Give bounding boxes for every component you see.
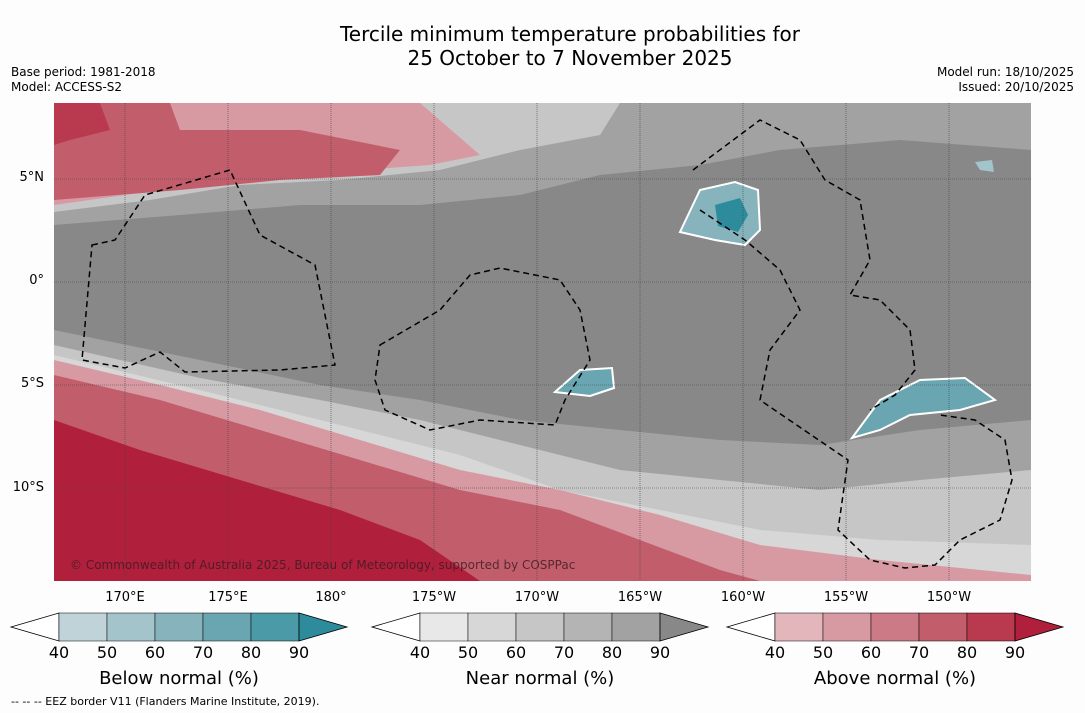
colorbar-above-min-extend xyxy=(725,612,776,642)
gridlines xyxy=(54,103,1031,581)
colorbar-below-swatch xyxy=(154,612,204,642)
lon-label-170w: 170°W xyxy=(514,590,560,605)
lat-label-0: 0° xyxy=(29,273,44,288)
colorbar-below-swatch xyxy=(106,612,156,642)
model-name: Model: ACCESS-S2 xyxy=(11,80,123,94)
eez-footnote: -- -- -- EEZ border V11 (Flanders Marine… xyxy=(11,695,320,708)
colorbar-above-swatch xyxy=(870,612,920,642)
lon-label-175w: 175°W xyxy=(411,590,457,605)
colorbar-near-title: Near normal (%) xyxy=(465,668,615,689)
lon-label-155w: 155°W xyxy=(823,590,869,605)
model-run: Model run: 18/10/2025 xyxy=(936,65,1074,79)
near-tick: 40 xyxy=(409,643,431,662)
base-period: Base period: 1981-2018 xyxy=(11,65,156,79)
issued-date: Issued: 20/10/2025 xyxy=(958,80,1074,94)
colorbar-above-swatch xyxy=(918,612,968,642)
meta-right: Model run: 18/10/2025 Issued: 20/10/2025 xyxy=(937,65,1074,95)
below-tick: 50 xyxy=(96,643,118,662)
lat-label-10s: 10°S xyxy=(12,480,44,495)
near-tick: 50 xyxy=(457,643,479,662)
colorbar-below-title: Below normal (%) xyxy=(99,668,259,689)
colorbar-below-swatch xyxy=(202,612,252,642)
colorbar-near-swatch xyxy=(467,612,517,642)
below-normal-patch-north-core xyxy=(715,198,748,232)
lat-label-5s: 5°S xyxy=(20,376,44,391)
below-tick: 60 xyxy=(144,643,166,662)
colorbar-above-title: Above normal (%) xyxy=(813,668,977,689)
colorbar-below-swatch xyxy=(58,612,108,642)
map-title: Tercile minimum temperature probabilitie… xyxy=(0,22,1085,70)
below-normal-patch-east xyxy=(849,376,998,440)
colorbar-below-min-extend xyxy=(9,612,60,642)
lon-label-180: 180° xyxy=(315,590,347,605)
above-normal-south-dark xyxy=(54,420,480,581)
lon-label-170e: 170°E xyxy=(105,590,145,605)
near-tick: 70 xyxy=(553,643,575,662)
title-line-1: Tercile minimum temperature probabilitie… xyxy=(339,22,801,46)
above-tick: 90 xyxy=(1004,643,1026,662)
colorbar-above-swatch xyxy=(966,612,1016,642)
below-tick: 80 xyxy=(240,643,262,662)
colorbar-below-swatch xyxy=(250,612,300,642)
near-tick: 60 xyxy=(505,643,527,662)
meta-left: Base period: 1981-2018 Model: ACCESS-S2 xyxy=(11,65,156,95)
map-fields xyxy=(54,103,1031,581)
copyright-notice: © Commonwealth of Australia 2025, Bureau… xyxy=(70,558,576,572)
below-normal-patch-ne xyxy=(975,160,994,172)
colorbar-above-max-extend xyxy=(1014,612,1065,642)
lon-label-160w: 160°W xyxy=(720,590,766,605)
above-normal-north-dark xyxy=(54,103,110,145)
above-tick: 70 xyxy=(908,643,930,662)
lon-label-150w: 150°W xyxy=(926,590,972,605)
above-tick: 50 xyxy=(812,643,834,662)
eez-borders xyxy=(81,119,1013,569)
above-tick: 60 xyxy=(860,643,882,662)
above-tick: 80 xyxy=(956,643,978,662)
colorbar-above-swatch xyxy=(822,612,872,642)
title-line-2: 25 October to 7 November 2025 xyxy=(407,46,733,70)
colorbar-near-swatch xyxy=(419,612,469,642)
above-tick: 40 xyxy=(764,643,786,662)
lat-label-5n: 5°N xyxy=(19,170,45,185)
colorbar-near-min-extend xyxy=(370,612,421,642)
colorbar-above xyxy=(725,612,1065,642)
colorbar-below-max-extend xyxy=(298,612,349,642)
near-tick: 80 xyxy=(601,643,623,662)
colorbar-near-max-extend xyxy=(659,612,710,642)
colorbar-near xyxy=(370,612,710,642)
above-normal-north-mid xyxy=(54,103,400,200)
colorbar-above-swatch xyxy=(774,612,824,642)
below-tick: 90 xyxy=(288,643,310,662)
below-normal-patch-central xyxy=(552,366,616,398)
near-tick: 90 xyxy=(649,643,671,662)
below-tick: 40 xyxy=(48,643,70,662)
below-tick: 70 xyxy=(192,643,214,662)
colorbar-near-swatch xyxy=(611,612,661,642)
lon-label-175e: 175°E xyxy=(208,590,248,605)
lon-label-165w: 165°W xyxy=(617,590,663,605)
colorbar-near-swatch xyxy=(563,612,613,642)
colorbar-below xyxy=(9,612,349,642)
colorbar-near-swatch xyxy=(515,612,565,642)
